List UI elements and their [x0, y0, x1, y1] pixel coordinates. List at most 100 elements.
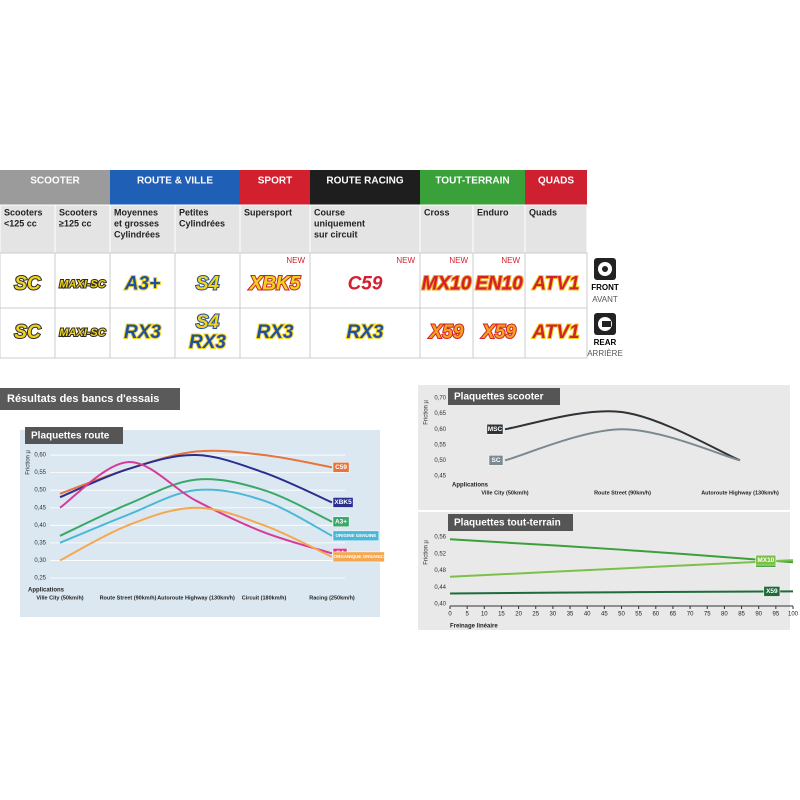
legend-label: ORIGINE GENUINE: [336, 533, 377, 538]
group-header: [110, 170, 240, 205]
y-tick-label: 0,35: [34, 540, 46, 546]
front-cell: [109, 252, 176, 309]
y-tick-label: 0,50: [34, 488, 46, 494]
rear-cell: [524, 307, 588, 359]
x-tick-label: 65: [670, 612, 677, 618]
column-desc: Course: [314, 207, 345, 217]
x-tick-label: 25: [532, 612, 539, 618]
desc-cell: [524, 204, 588, 254]
desc-cell: [419, 204, 474, 254]
legend-label: A3+: [335, 518, 347, 525]
x-tick-label: Route Street (90km/h): [100, 595, 157, 601]
chart-title-tab: [448, 514, 573, 531]
rear-cell: [174, 307, 241, 359]
series-label-box: [332, 530, 380, 542]
chart-title: Plaquettes scooter: [454, 392, 544, 403]
y-tick-label: 0,55: [434, 442, 446, 448]
group-header: [310, 170, 420, 205]
rear-cell: [309, 307, 421, 359]
group-header: [525, 170, 587, 205]
front-cell: [54, 252, 111, 309]
y-tick-label: 0,30: [34, 558, 46, 564]
chart-title-tab: [448, 388, 560, 405]
rear-cell: [472, 307, 526, 359]
series-line: [504, 410, 741, 462]
product-logo: EN10: [475, 274, 523, 295]
y-tick-label: 0,52: [434, 551, 446, 557]
product-logo: X59: [429, 322, 464, 343]
chart-title: Plaquettes tout-terrain: [454, 518, 561, 529]
product-logo: MX10: [422, 274, 472, 295]
column-desc: <125 cc: [4, 218, 37, 228]
x-tick-label: Racing (250km/h): [309, 595, 355, 601]
x-tick-label: Autoroute Highway (130km/h): [701, 490, 779, 496]
y-tick-label: 0,70: [434, 396, 446, 402]
desc-cell: [174, 204, 241, 254]
row-label: REAR: [594, 338, 617, 347]
x-tick-label: 90: [755, 612, 762, 618]
y-tick-label: 0,48: [434, 568, 446, 574]
x-tick-label: 50: [618, 612, 625, 618]
x-tick-label: 80: [721, 612, 728, 618]
y-tick-label: 0,60: [434, 427, 446, 433]
product-logo: ATV1: [531, 322, 579, 343]
x-tick-label: 10: [481, 612, 488, 618]
column-desc: Petites: [179, 207, 209, 217]
y-tick-label: 0,25: [34, 576, 46, 582]
y-tick-label: 0,55: [34, 470, 46, 476]
chart-title: Plaquettes route: [31, 431, 110, 442]
product-logo: RX3: [189, 332, 226, 353]
y-tick-label: 0,56: [434, 535, 446, 541]
group-label: ROUTE RACING: [326, 176, 403, 187]
series-label-box: [332, 462, 350, 473]
desc-cell: [472, 204, 526, 254]
column-desc: sur circuit: [314, 229, 358, 239]
section-title: Résultats des bancs d'essais: [7, 393, 159, 405]
y-tick-label: 0,50: [434, 458, 446, 464]
product-logo: RX3: [257, 322, 294, 343]
x-axis-label: Applications: [452, 483, 489, 489]
column-desc: uniquement: [314, 218, 365, 228]
section-title-bar: [0, 388, 180, 410]
x-tick-label: 35: [567, 612, 574, 618]
group-header: [0, 170, 110, 205]
column-desc: Quads: [529, 207, 557, 217]
product-logo: C59: [348, 274, 383, 295]
series-label-box: [332, 516, 350, 528]
x-tick-label: 0: [448, 612, 452, 618]
x-tick-label: 85: [738, 612, 745, 618]
y-tick-label: 0,40: [434, 601, 446, 607]
column-desc: Cylindrées: [114, 229, 160, 239]
front-cell: [174, 252, 241, 309]
legend-label: MSC: [488, 426, 503, 433]
column-desc: ≥125 cc: [59, 218, 91, 228]
y-tick-label: 0,45: [34, 505, 46, 511]
legend-label: ORGANIQUE ORGANIC: [334, 554, 385, 559]
group-label: SPORT: [258, 176, 292, 187]
product-logo: RX3: [347, 322, 384, 343]
product-logo: ATV1: [531, 274, 579, 295]
rear-cell: [109, 307, 176, 359]
new-badge: NEW: [396, 256, 415, 265]
series-line: [449, 590, 794, 595]
series-line: [59, 454, 333, 504]
series-line: [504, 428, 741, 462]
series-label-box: [332, 497, 354, 508]
x-tick-label: 100: [788, 612, 799, 618]
column-desc: Enduro: [477, 207, 509, 217]
product-logo: SC: [14, 322, 41, 343]
front-icon: [594, 258, 616, 280]
x-tick-label: Route Street (90km/h): [594, 490, 651, 496]
series-label-box: [332, 551, 385, 563]
product-logo: S4: [196, 274, 220, 295]
column-desc: Cross: [424, 207, 450, 217]
new-badge: NEW: [449, 256, 468, 265]
group-header: [240, 170, 310, 205]
legend-label: X59: [766, 588, 778, 595]
y-axis-label: Friction µ: [424, 539, 430, 564]
chart-title-tab: [25, 427, 123, 444]
new-badge: NEW: [286, 256, 305, 265]
product-logo: XBK5: [249, 274, 301, 295]
series-line: [59, 478, 333, 537]
x-axis-label: Applications: [28, 588, 65, 594]
